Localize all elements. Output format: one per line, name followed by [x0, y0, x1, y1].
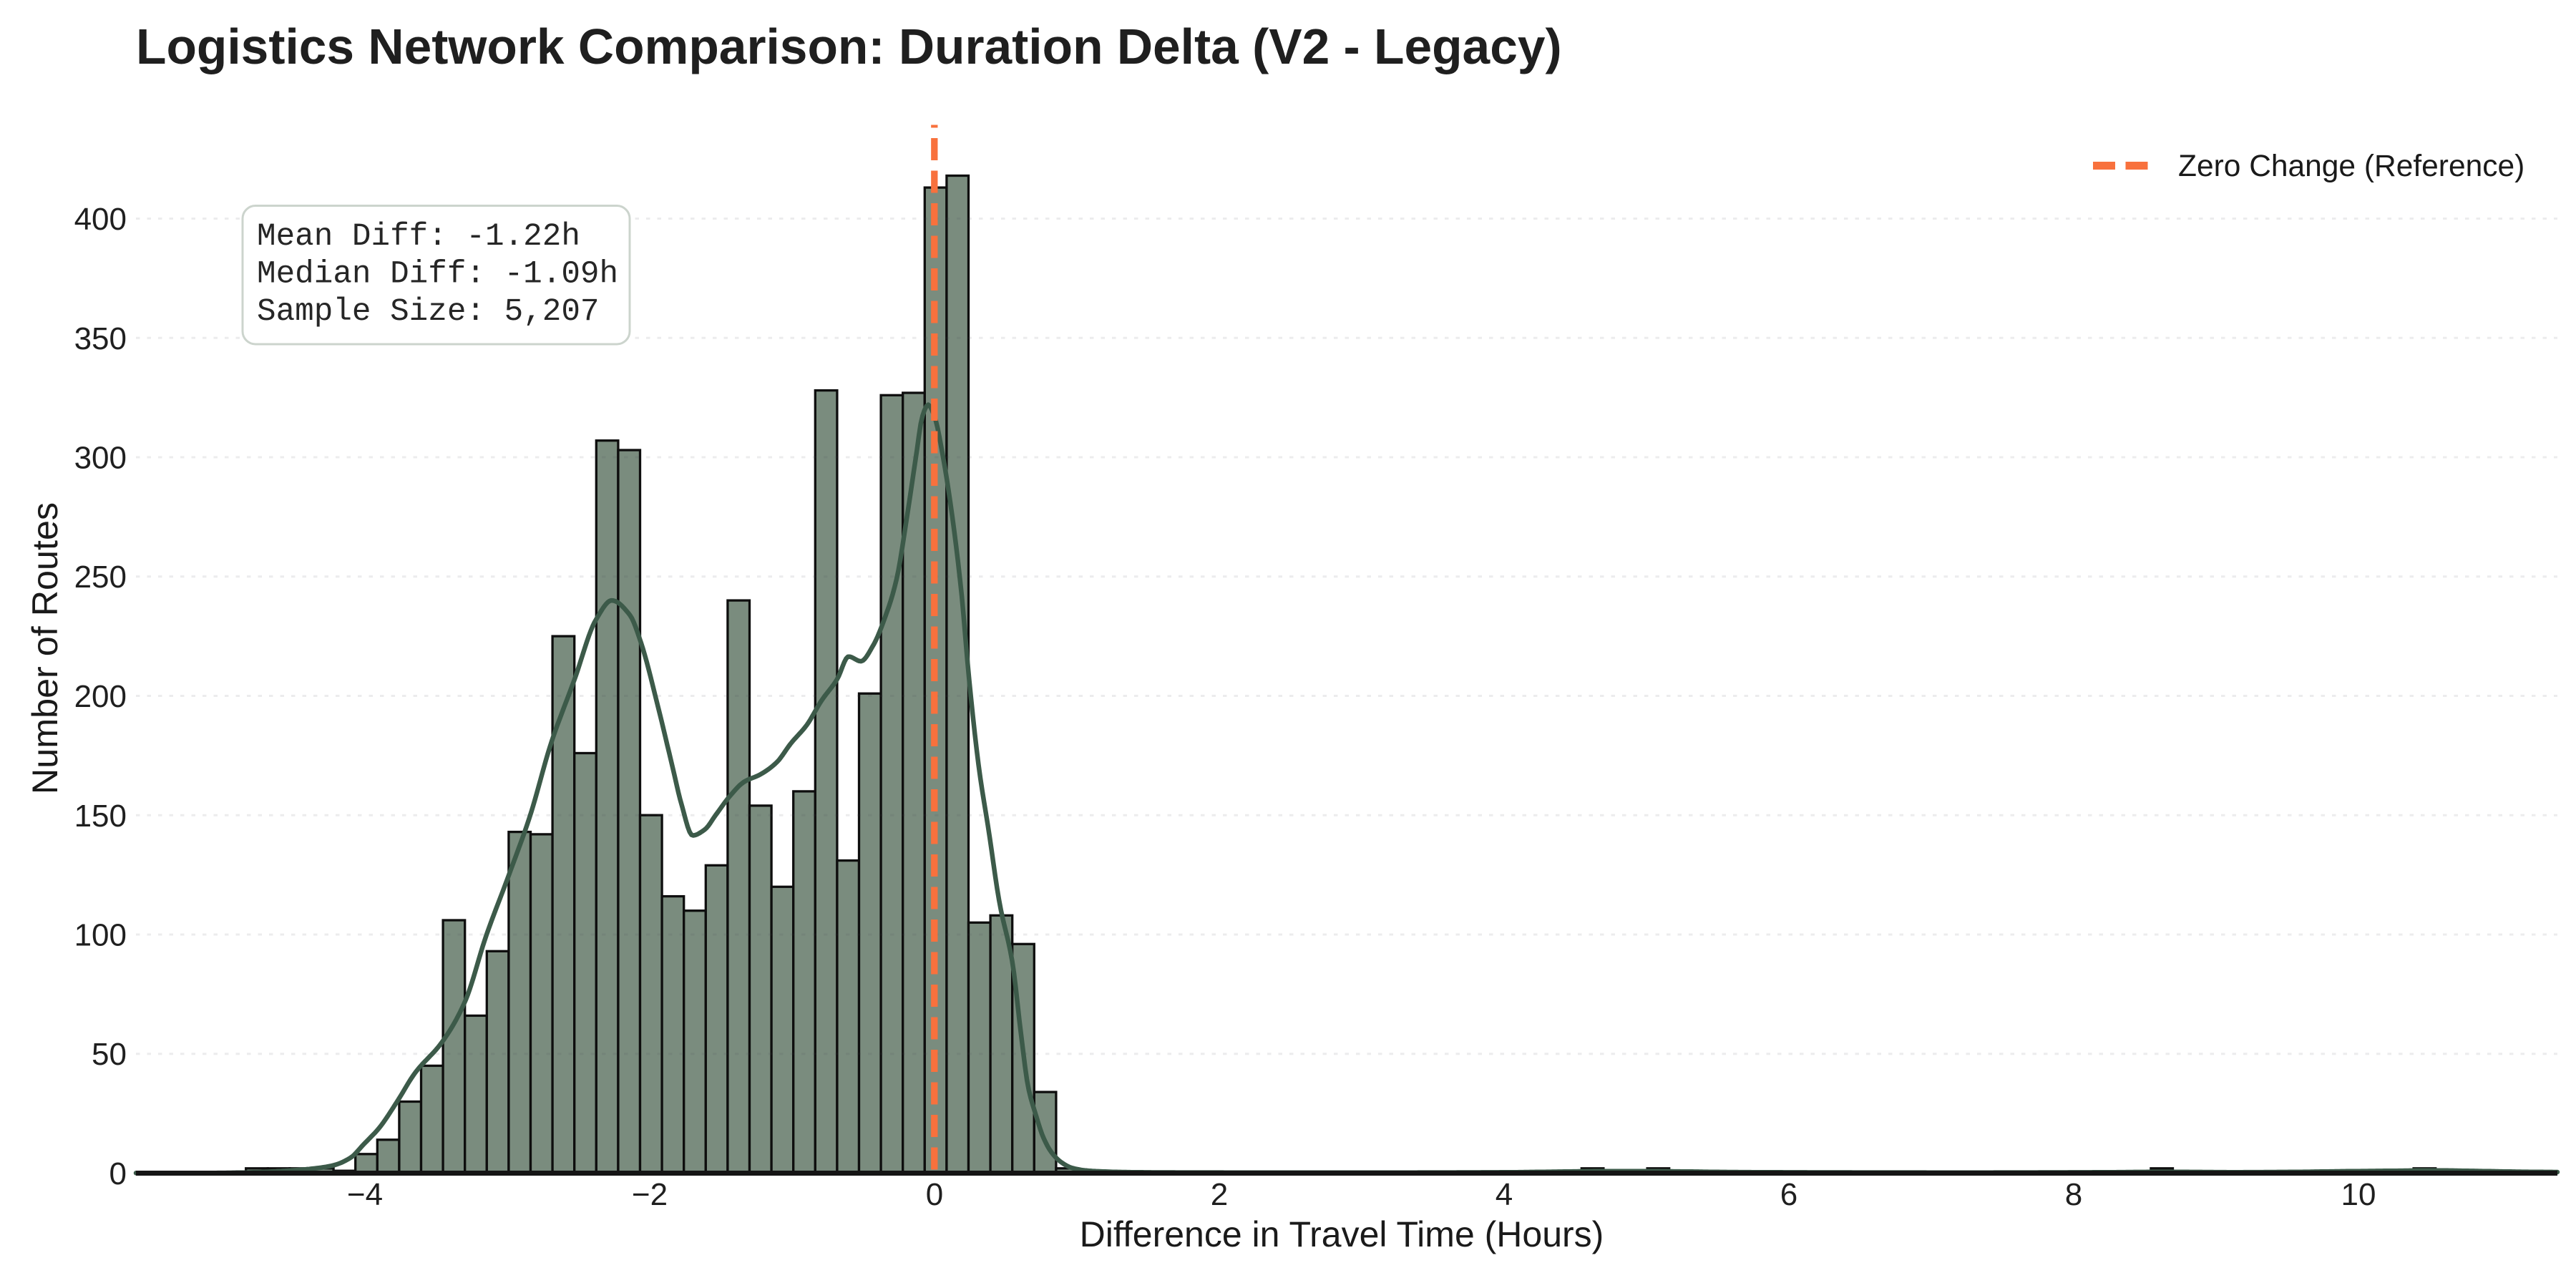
svg-text:2: 2 [1211, 1177, 1228, 1212]
svg-text:Mean Diff: -1.22h: Mean Diff: -1.22h [257, 219, 580, 255]
svg-text:0: 0 [109, 1156, 127, 1191]
svg-text:300: 300 [74, 441, 127, 476]
svg-text:50: 50 [92, 1037, 127, 1072]
svg-text:200: 200 [74, 679, 127, 714]
svg-text:150: 150 [74, 799, 127, 834]
svg-text:Difference in Travel Time (Hou: Difference in Travel Time (Hours) [1080, 1214, 1604, 1254]
svg-text:Zero Change (Reference): Zero Change (Reference) [2178, 150, 2524, 183]
svg-text:Sample Size: 5,207: Sample Size: 5,207 [257, 294, 599, 330]
svg-text:10: 10 [2341, 1177, 2376, 1212]
svg-text:8: 8 [2065, 1177, 2082, 1212]
svg-text:350: 350 [74, 321, 127, 356]
svg-text:4: 4 [1496, 1177, 1513, 1212]
svg-text:Logistics Network Comparison:: Logistics Network Comparison: Duration D… [136, 19, 1562, 74]
svg-text:Number of Routes: Number of Routes [24, 502, 65, 794]
svg-text:−4: −4 [347, 1177, 383, 1212]
svg-text:0: 0 [926, 1177, 943, 1212]
svg-text:Median Diff: -1.09h: Median Diff: -1.09h [257, 257, 618, 293]
svg-text:400: 400 [74, 202, 127, 237]
svg-text:250: 250 [74, 560, 127, 595]
svg-text:100: 100 [74, 918, 127, 953]
svg-text:−2: −2 [632, 1177, 668, 1212]
svg-text:6: 6 [1780, 1177, 1797, 1212]
